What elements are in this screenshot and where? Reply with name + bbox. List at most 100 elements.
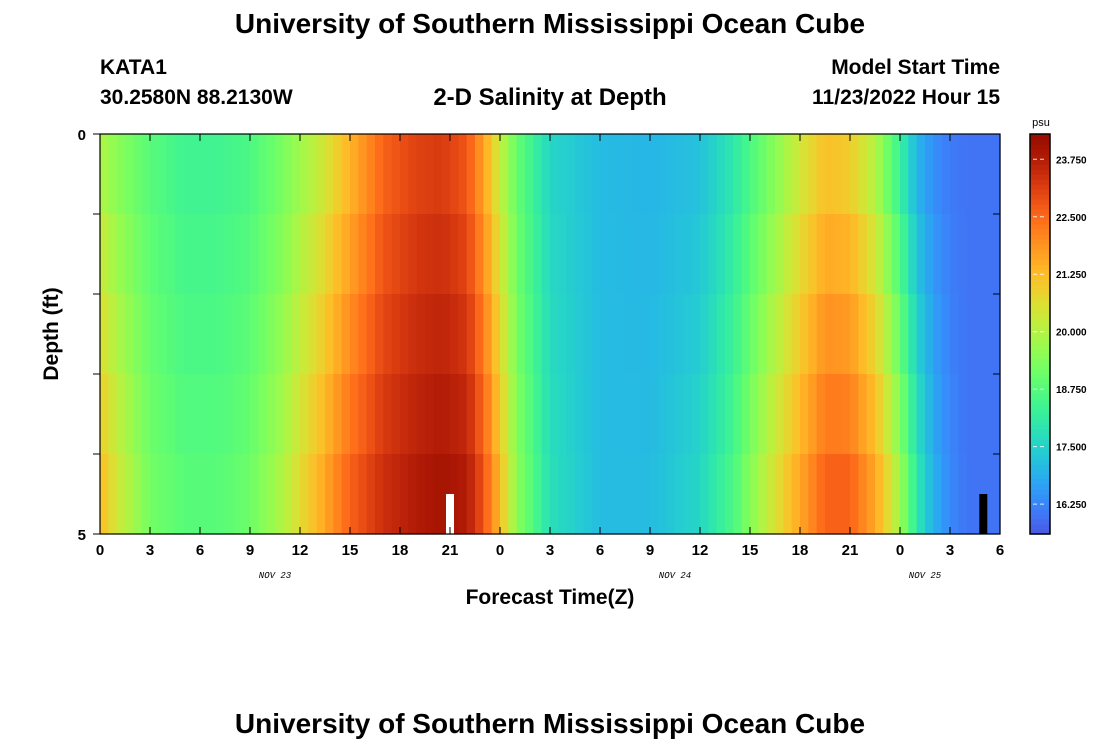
heatmap-cell: [850, 454, 859, 535]
heatmap-cell: [108, 134, 118, 215]
heatmap-cell: [716, 454, 726, 535]
heatmap-cell: [575, 454, 584, 535]
heatmap-cell: [300, 134, 309, 215]
heatmap-cell: [625, 374, 634, 455]
heatmap-cell: [725, 374, 734, 455]
heatmap-cell: [275, 374, 284, 455]
heatmap-cell: [458, 454, 468, 535]
heatmap-cell: [500, 454, 509, 535]
heatmap-cell: [191, 454, 201, 535]
colorbar-unit: psu: [1032, 117, 1050, 129]
colorbar-gradient: [1030, 134, 1050, 535]
colorbar-tick-label: 22.500: [1056, 213, 1087, 224]
colorbar-swatch: [1030, 424, 1050, 430]
heatmap-cell: [675, 454, 684, 535]
heatmap-cell: [133, 294, 143, 375]
heatmap-cell: [316, 214, 326, 295]
heatmap-cell: [633, 214, 643, 295]
heatmap-cell: [691, 294, 701, 375]
heatmap-cell: [408, 374, 418, 455]
heatmap-cell: [325, 374, 334, 455]
heatmap-cell: [216, 294, 226, 375]
colorbar-swatch: [1030, 264, 1050, 270]
heatmap-cell: [858, 294, 868, 375]
heatmap-cell: [150, 294, 159, 375]
heatmap-cell: [233, 214, 243, 295]
heatmap-cell: [791, 214, 801, 295]
heatmap-cell: [808, 374, 818, 455]
x-tick-label: 18: [392, 542, 409, 559]
heatmap-cell: [158, 294, 168, 375]
heatmap-cell: [266, 374, 276, 455]
heatmap-cell: [691, 374, 701, 455]
heatmap-cell: [116, 374, 126, 455]
heatmap-cell: [950, 294, 959, 375]
heatmap-cell: [783, 294, 793, 375]
heatmap-cell: [191, 214, 201, 295]
heatmap-cell: [141, 454, 151, 535]
heatmap-cell: [716, 214, 726, 295]
colorbar-swatch: [1030, 334, 1050, 340]
heatmap-cell: [650, 374, 659, 455]
time-marker: [979, 494, 988, 534]
heatmap-cell: [125, 214, 134, 295]
heatmap-cell: [291, 374, 301, 455]
heatmap-cell: [700, 134, 709, 215]
heatmap-cell: [158, 374, 168, 455]
heatmap-cell: [683, 454, 693, 535]
heatmap-cell: [591, 454, 601, 535]
heatmap-cell: [275, 294, 284, 375]
heatmap-cell: [616, 294, 626, 375]
heatmap-cell: [175, 374, 184, 455]
heatmap-cell: [166, 214, 176, 295]
heatmap-cell: [941, 294, 951, 375]
heatmap-cell: [208, 134, 218, 215]
heatmap-cell: [416, 214, 426, 295]
colorbar-swatch: [1030, 509, 1050, 515]
heatmap-cell: [525, 134, 534, 215]
heatmap-cell: [800, 134, 809, 215]
colorbar-swatch: [1030, 389, 1050, 395]
heatmap-cell: [300, 294, 309, 375]
heatmap-cell: [383, 214, 393, 295]
colorbar-swatch: [1030, 279, 1050, 285]
heatmap-cell: [341, 294, 351, 375]
heatmap-cell: [900, 214, 909, 295]
heatmap-cell: [558, 454, 568, 535]
heatmap-cell: [891, 134, 901, 215]
heatmap-cell: [241, 294, 251, 375]
heatmap-cell: [566, 214, 576, 295]
heatmap-cell: [433, 454, 443, 535]
heatmap-cell: [825, 294, 834, 375]
heatmap-cell: [933, 374, 943, 455]
heatmap-cell: [575, 374, 584, 455]
heatmap-cell: [325, 294, 334, 375]
heatmap-cell: [783, 454, 793, 535]
heatmap-cell: [366, 294, 376, 375]
x-tick-label: 9: [646, 542, 654, 559]
colorbar-swatch: [1030, 454, 1050, 460]
heatmap-cell: [200, 134, 209, 215]
heatmap-cell: [608, 454, 618, 535]
heatmap-cell: [975, 374, 984, 455]
heatmap-cell: [400, 294, 409, 375]
heatmap-cell: [141, 374, 151, 455]
heatmap-cell: [533, 374, 543, 455]
heatmap-cell: [266, 454, 276, 535]
heatmap-cell: [925, 454, 934, 535]
colorbar-swatch: [1030, 199, 1050, 205]
heatmap-cell: [366, 374, 376, 455]
heatmap-cell: [341, 374, 351, 455]
colorbar-swatch: [1030, 459, 1050, 465]
heatmap-cell: [950, 134, 959, 215]
heatmap-cell: [391, 294, 401, 375]
heatmap-cell: [700, 454, 709, 535]
heatmap-cell: [308, 294, 318, 375]
heatmap-cell: [850, 134, 859, 215]
heatmap-cell: [716, 374, 726, 455]
heatmap-cell: [758, 294, 768, 375]
heatmap-cell: [958, 214, 968, 295]
heatmap-cell: [316, 134, 326, 215]
heatmap-cell: [925, 214, 934, 295]
heatmap-cell: [391, 214, 401, 295]
